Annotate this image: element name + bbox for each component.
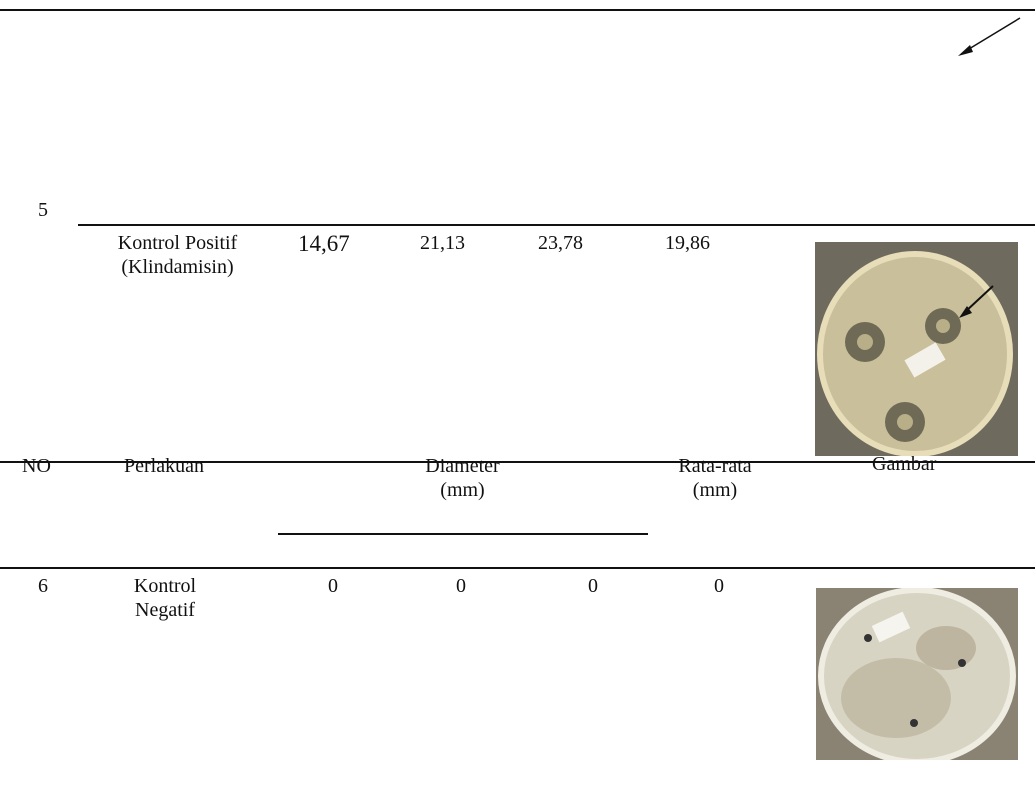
petri-image: [816, 588, 1018, 760]
rule: [0, 9, 1035, 11]
row-no: 5: [38, 198, 48, 222]
value: 0: [588, 574, 598, 598]
row-no: 6: [38, 574, 48, 598]
rule: [278, 533, 648, 535]
value: 0: [456, 574, 466, 598]
value: 0: [328, 574, 338, 598]
arrow: [950, 14, 1025, 59]
header-diameter: Diameter (mm): [405, 454, 520, 502]
page: 5 Kontrol Positif (Klindamisin) 14,67 21…: [0, 0, 1035, 787]
value: 14,67: [298, 232, 350, 256]
average: 19,86: [665, 231, 710, 255]
petri-image: [815, 242, 1018, 456]
average: 0: [714, 574, 724, 598]
treatment: Kontrol Positif (Klindamisin): [95, 231, 260, 279]
rule: [78, 224, 1035, 226]
petri: [816, 588, 1018, 760]
petri: [815, 242, 1018, 456]
header-no: NO: [22, 454, 51, 478]
rule: [0, 567, 1035, 569]
value: 23,78: [538, 231, 583, 255]
treatment: Kontrol Negatif: [115, 574, 215, 622]
value: 21,13: [420, 231, 465, 255]
header-average: Rata-rata (mm): [660, 454, 770, 502]
header-treatment: Perlakuan: [124, 454, 204, 478]
